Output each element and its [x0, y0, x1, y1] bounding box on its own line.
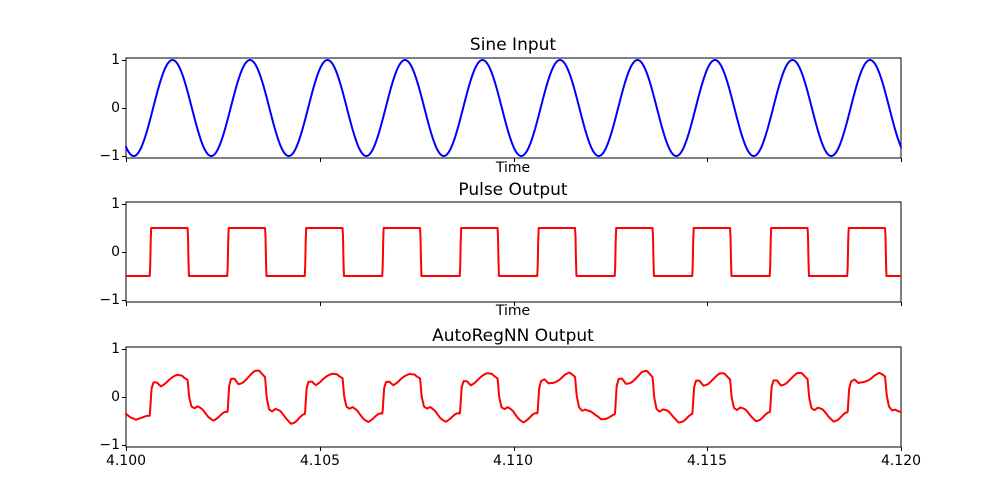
subplot3-xtick-4120: 4.120 [880, 453, 922, 469]
subplot3-xtick-4100: 4.100 [105, 453, 147, 469]
subplot1-ytick-neg1: −1 [99, 148, 120, 164]
subplot2-title: Pulse Output [458, 180, 568, 200]
subplot3-xtick-4110: 4.110 [492, 453, 534, 469]
subplot3-xtick-4115: 4.115 [686, 453, 728, 469]
subplot2-ytick-0: 0 [111, 244, 120, 260]
subplot2-ytick-neg1: −1 [99, 292, 120, 308]
subplot3-title: AutoRegNN Output [432, 326, 594, 346]
subplot2-xlabel: Time [495, 303, 531, 319]
subplot1-ytick-0: 0 [111, 100, 120, 116]
subplot3-ytick-1: 1 [111, 341, 120, 357]
subplot3-ytick-0: 0 [111, 389, 120, 405]
subplot1-xlabel: Time [495, 160, 531, 176]
subplot3-xtick-4105: 4.105 [299, 453, 341, 469]
subplot3-ytick-neg1: −1 [99, 437, 120, 453]
subplot1-ytick-1: 1 [111, 52, 120, 68]
subplot2-ytick-1: 1 [111, 196, 120, 212]
subplot1-title: Sine Input [469, 35, 557, 55]
